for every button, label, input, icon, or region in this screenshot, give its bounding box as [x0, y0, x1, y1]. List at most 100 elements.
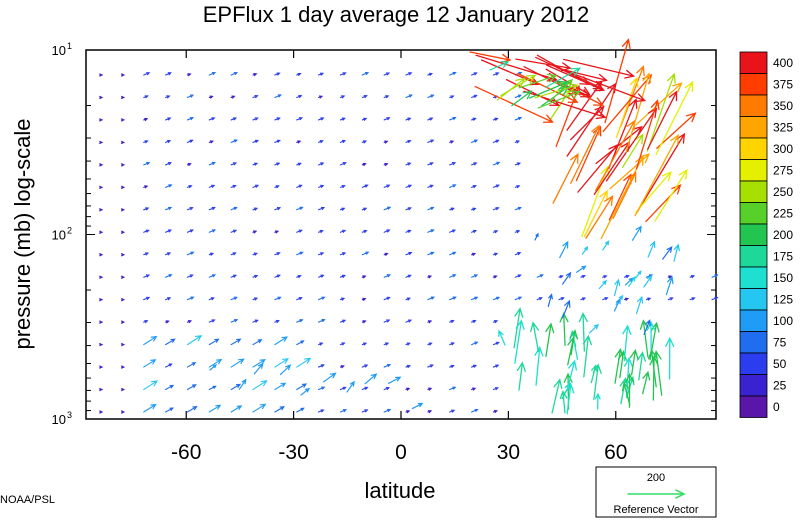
flux-arrow [383, 296, 391, 301]
flux-arrow [383, 162, 389, 167]
flux-arrow [165, 252, 172, 256]
flux-arrow [595, 125, 643, 164]
colorbar-swatch [739, 159, 768, 182]
flux-arrow [121, 208, 126, 212]
flux-arrow [300, 387, 311, 396]
colorbar-label: 200 [773, 228, 793, 242]
flux-arrow [339, 252, 347, 256]
flux-arrow [534, 346, 544, 386]
flux-arrow [492, 184, 500, 188]
flux-arrow [563, 58, 636, 79]
flux-arrow [318, 184, 325, 188]
flux-arrow [318, 95, 324, 99]
flux-arrow [165, 384, 175, 391]
flux-arrow [427, 162, 434, 166]
flux-arrow [361, 251, 370, 256]
flux-arrow [253, 362, 264, 375]
colorbar-swatch [739, 94, 768, 117]
flux-arrow [252, 359, 266, 368]
flux-arrow [383, 206, 392, 211]
flux-arrow [230, 338, 242, 346]
flux-arrow [631, 225, 642, 241]
flux-arrow [612, 171, 637, 219]
flux-arrow [471, 274, 479, 278]
flux-arrow [361, 162, 367, 166]
flux-arrow [405, 297, 412, 301]
colorbar-swatch [739, 180, 768, 203]
flux-arrow [516, 361, 526, 391]
flux-arrow [361, 342, 368, 346]
flux-arrow [186, 229, 195, 233]
flux-arrow [427, 184, 434, 188]
flux-arrow [252, 184, 260, 188]
flux-arrow [427, 251, 435, 256]
flux-arrow [604, 38, 631, 124]
flux-arrow [471, 72, 478, 76]
flux-arrow [449, 162, 457, 166]
flux-arrow [230, 358, 245, 368]
y-tick-label: 10 [52, 412, 66, 427]
flux-arrow [165, 320, 170, 324]
flux-arrow [296, 206, 304, 211]
flux-arrow [625, 72, 652, 153]
flux-arrow [121, 95, 126, 100]
flux-arrow [602, 297, 609, 301]
flux-arrow [339, 365, 345, 369]
flux-arrow [689, 274, 696, 279]
flux-arrow [208, 404, 222, 413]
flux-arrow [449, 296, 457, 301]
flux-arrow [339, 95, 346, 99]
flux-arrow [547, 293, 553, 308]
flux-arrow [165, 184, 173, 188]
flux-arrow [514, 296, 523, 301]
flux-arrow [405, 251, 413, 256]
flux-arrow [489, 61, 510, 71]
flux-arrow [296, 140, 302, 144]
flux-arrow [635, 171, 672, 213]
flux-arrow [622, 324, 632, 362]
flux-arrow [252, 72, 258, 77]
flux-arrow [186, 384, 197, 391]
flux-arrow [339, 207, 346, 211]
flux-arrow [645, 297, 652, 301]
flux-arrow [528, 80, 570, 99]
flux-arrow [339, 409, 348, 413]
flux-arrow [99, 342, 104, 347]
colorbar-swatch [739, 202, 768, 225]
flux-arrow [673, 243, 680, 262]
colorbar-swatch [739, 137, 768, 160]
flux-arrow [639, 319, 649, 358]
flux-arrow [296, 383, 308, 391]
reference-vector-value: 200 [647, 472, 665, 484]
flux-arrow [383, 117, 391, 121]
flux-arrow [449, 184, 457, 188]
flux-arrow [361, 229, 368, 234]
flux-arrow [492, 252, 499, 256]
flux-arrow [471, 229, 478, 233]
flux-arrow [364, 373, 378, 385]
flux-arrow [514, 206, 522, 211]
flux-arrow [274, 230, 280, 234]
flux-arrow [186, 296, 195, 301]
flux-arrow [514, 230, 521, 234]
flux-arrow [318, 364, 325, 368]
flux-arrow [296, 407, 305, 413]
flux-arrow [186, 185, 193, 189]
colorbar-swatch [739, 51, 768, 74]
flux-arrow [252, 274, 259, 278]
flux-arrow [449, 71, 457, 76]
flux-arrow [569, 329, 579, 356]
x-tick-label: -30 [278, 441, 308, 464]
flux-arrow [558, 275, 564, 279]
flux-arrow [186, 94, 195, 99]
flux-arrow [143, 320, 149, 324]
flux-arrow [274, 296, 282, 301]
flux-arrow [534, 83, 579, 99]
flux-arrow [449, 364, 455, 368]
reference-vector-box: 200 Reference Vector [595, 466, 717, 518]
flux-arrow [449, 116, 457, 121]
flux-arrow [471, 296, 479, 301]
flux-arrow [621, 381, 631, 406]
flux-arrow [339, 139, 347, 144]
